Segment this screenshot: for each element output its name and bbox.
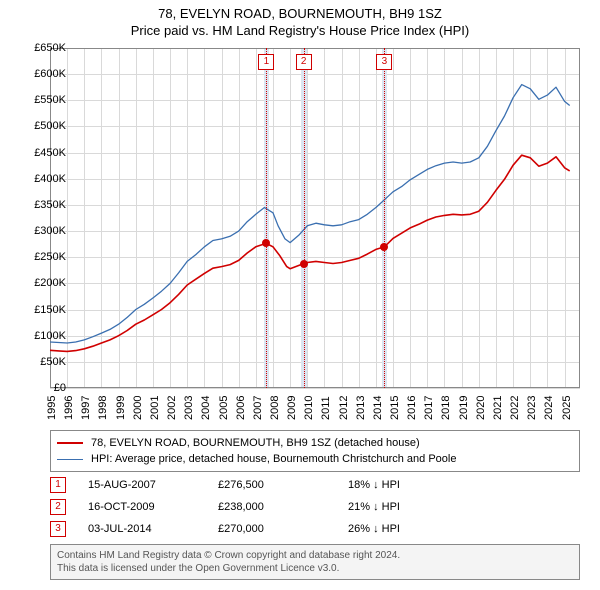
legend-label-price: 78, EVELYN ROAD, BOURNEMOUTH, BH9 1SZ (d…	[91, 437, 420, 449]
event-badge: 2	[296, 54, 312, 70]
y-tick-label: £0	[6, 382, 66, 394]
event-diff: 21% ↓ HPI	[348, 501, 448, 513]
attribution-line1: Contains HM Land Registry data © Crown c…	[57, 549, 573, 562]
x-tick-label: 2002	[166, 396, 178, 420]
y-tick-label: £200K	[6, 277, 66, 289]
legend-row-hpi: HPI: Average price, detached house, Bour…	[57, 451, 573, 467]
x-tick-label: 2017	[423, 396, 435, 420]
event-diff: 18% ↓ HPI	[348, 479, 448, 491]
x-tick-label: 2009	[286, 396, 298, 420]
x-tick-label: 2005	[218, 396, 230, 420]
x-tick-label: 2000	[132, 396, 144, 420]
event-line	[266, 48, 267, 388]
chart-subtitle: Price paid vs. HM Land Registry's House …	[0, 23, 600, 40]
event-badge: 3	[376, 54, 392, 70]
event-price: £276,500	[218, 479, 348, 491]
title-block: 78, EVELYN ROAD, BOURNEMOUTH, BH9 1SZ Pr…	[0, 0, 600, 40]
plot-area	[50, 48, 580, 388]
x-tick-label: 2008	[269, 396, 281, 420]
x-tick-label: 2003	[183, 396, 195, 420]
x-tick-label: 2006	[235, 396, 247, 420]
event-price: £270,000	[218, 523, 348, 535]
y-tick-label: £600K	[6, 68, 66, 80]
y-tick-label: £250K	[6, 251, 66, 263]
x-tick-label: 2011	[320, 396, 332, 420]
legend-swatch-price	[57, 442, 83, 444]
y-tick-label: £500K	[6, 120, 66, 132]
x-tick-label: 2024	[543, 396, 555, 420]
x-tick-label: 2001	[149, 396, 161, 420]
x-tick-label: 2004	[200, 396, 212, 420]
x-tick-label: 2010	[303, 396, 315, 420]
event-diff: 26% ↓ HPI	[348, 523, 448, 535]
event-price: £238,000	[218, 501, 348, 513]
x-tick-label: 2007	[252, 396, 264, 420]
event-date: 16-OCT-2009	[88, 501, 218, 513]
chart-title: 78, EVELYN ROAD, BOURNEMOUTH, BH9 1SZ	[0, 6, 600, 23]
event-date: 15-AUG-2007	[88, 479, 218, 491]
event-line	[304, 48, 305, 388]
x-tick-label: 1999	[115, 396, 127, 420]
event-date: 03-JUL-2014	[88, 523, 218, 535]
y-tick-label: £400K	[6, 173, 66, 185]
x-tick-label: 2018	[440, 396, 452, 420]
x-tick-label: 2012	[338, 396, 350, 420]
event-row: 1 15-AUG-2007£276,50018% ↓ HPI	[50, 474, 580, 496]
x-tick-label: 2020	[475, 396, 487, 420]
event-row-badge: 1	[50, 477, 66, 493]
event-row: 3 03-JUL-2014£270,00026% ↓ HPI	[50, 518, 580, 540]
y-tick-label: £50K	[6, 356, 66, 368]
x-tick-label: 1996	[63, 396, 75, 420]
events-table: 1 15-AUG-2007£276,50018% ↓ HPI 2 16-OCT-200…	[50, 474, 580, 540]
attribution-line2: This data is licensed under the Open Gov…	[57, 562, 573, 575]
attribution: Contains HM Land Registry data © Crown c…	[50, 544, 580, 580]
y-tick-label: £450K	[6, 147, 66, 159]
x-tick-label: 2016	[406, 396, 418, 420]
y-tick-label: £550K	[6, 94, 66, 106]
x-tick-label: 2013	[355, 396, 367, 420]
event-row-badge: 2	[50, 499, 66, 515]
y-tick-label: £100K	[6, 330, 66, 342]
legend-swatch-hpi	[57, 459, 83, 460]
y-tick-label: £150K	[6, 304, 66, 316]
x-tick-label: 1998	[97, 396, 109, 420]
legend-row-price: 78, EVELYN ROAD, BOURNEMOUTH, BH9 1SZ (d…	[57, 435, 573, 451]
event-badge: 1	[258, 54, 274, 70]
event-row: 2 16-OCT-2009£238,00021% ↓ HPI	[50, 496, 580, 518]
gridline-h	[50, 388, 580, 389]
y-tick-label: £650K	[6, 42, 66, 54]
event-row-badge: 3	[50, 521, 66, 537]
legend: 78, EVELYN ROAD, BOURNEMOUTH, BH9 1SZ (d…	[50, 430, 580, 472]
legend-label-hpi: HPI: Average price, detached house, Bour…	[91, 453, 456, 465]
x-tick-label: 2023	[526, 396, 538, 420]
x-tick-label: 1997	[80, 396, 92, 420]
y-tick-label: £300K	[6, 225, 66, 237]
x-tick-label: 2021	[492, 396, 504, 420]
y-tick-label: £350K	[6, 199, 66, 211]
x-tick-label: 2019	[458, 396, 470, 420]
event-line	[384, 48, 385, 388]
x-tick-label: 2014	[372, 396, 384, 420]
x-tick-label: 2025	[561, 396, 573, 420]
chart-container: 78, EVELYN ROAD, BOURNEMOUTH, BH9 1SZ Pr…	[0, 0, 600, 590]
x-tick-label: 2015	[389, 396, 401, 420]
x-tick-label: 2022	[509, 396, 521, 420]
x-tick-label: 1995	[46, 396, 58, 420]
